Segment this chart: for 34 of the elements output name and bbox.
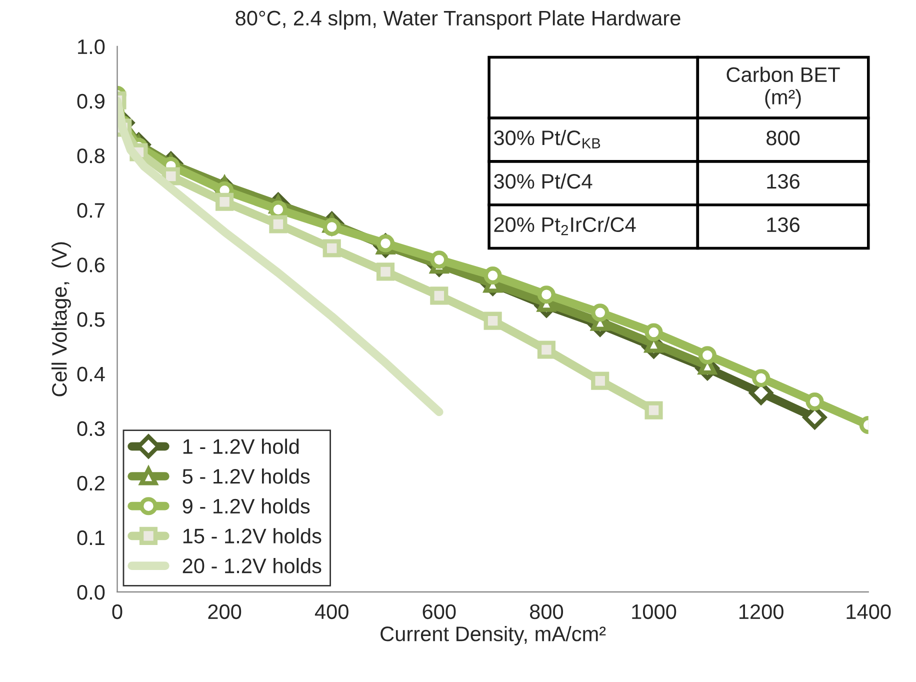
- y-axis-title: Cell Voltage, (V): [52, 242, 71, 396]
- y-tick-label: 0.5: [77, 312, 105, 327]
- annotation: 20% Pt$_{2}$IrCr/C4: [494, 216, 636, 236]
- x-tick-label: 200: [208, 604, 242, 620]
- y-tick-label: 0.3: [77, 421, 105, 436]
- annotation: 136: [767, 217, 800, 232]
- annotation: Carbon BET (m²): [726, 66, 840, 109]
- y-tick-label: 0.1: [77, 530, 104, 546]
- x-tick-label: 1000: [632, 604, 676, 620]
- x-axis-title: Current Density, mA/cm²: [380, 626, 606, 646]
- y-tick-label: 0.0: [77, 584, 105, 600]
- chart-title: 80°C, 2.4 slpm, Water Transport Plate Hardware: [236, 10, 680, 30]
- legend-label: 9 - 1.2V holds: [182, 498, 310, 514]
- y-tick-label: 1.0: [78, 39, 105, 54]
- y-tick-label: 0.2: [77, 476, 104, 491]
- y-tick-label: 0.8: [77, 148, 105, 164]
- y-tick-label: 0.7: [77, 203, 104, 218]
- x-tick-label: 1400: [846, 604, 891, 620]
- x-tick-label: 400: [314, 604, 348, 620]
- x-tick-label: 0: [112, 604, 122, 620]
- legend-label: 5 - 1.2V holds: [182, 468, 310, 484]
- legend-label: 20 - 1.2V holds: [182, 558, 322, 574]
- legend-label: 15 - 1.2V holds: [183, 528, 322, 544]
- annotation: 800: [766, 130, 800, 146]
- y-tick-label: 0.4: [77, 366, 105, 382]
- y-tick-label: 0.6: [77, 258, 105, 272]
- legend-label: 1 - 1.2V hold: [183, 438, 299, 454]
- annotation: 30% Pt/C$_{KB}$: [494, 130, 600, 148]
- x-tick-label: 1200: [739, 604, 784, 620]
- y-tick-label: 0.9: [77, 94, 104, 109]
- x-tick-label: 600: [422, 604, 456, 620]
- x-tick-label: 800: [530, 604, 564, 620]
- annotation: 30% Pt/C4: [494, 173, 592, 189]
- annotation: 136: [767, 174, 800, 189]
